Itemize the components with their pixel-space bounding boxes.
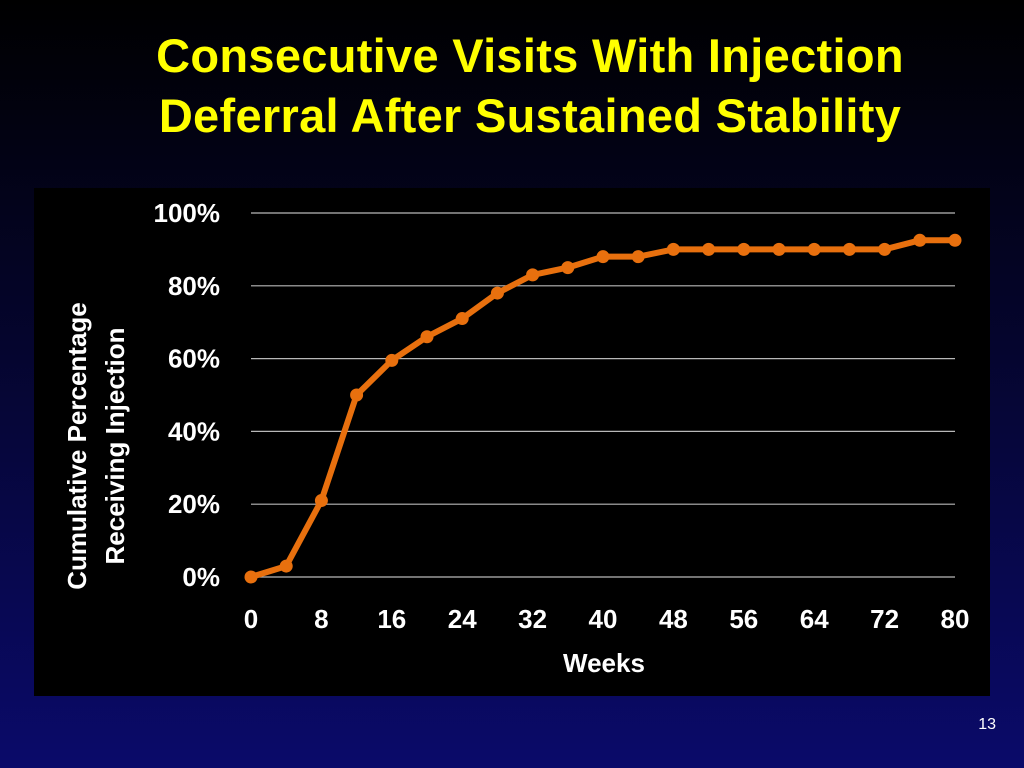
data-point bbox=[244, 570, 258, 584]
data-point bbox=[490, 286, 504, 300]
data-points bbox=[244, 233, 962, 584]
data-point bbox=[913, 233, 927, 247]
data-point bbox=[314, 494, 328, 508]
series-line bbox=[248, 237, 958, 580]
data-point bbox=[878, 242, 892, 256]
x-tick-label: 8 bbox=[314, 604, 328, 634]
slide-title-line1: Consecutive Visits With Injection bbox=[156, 29, 904, 82]
x-tick-labels: 0 8 16 24 32 40 48 56 64 72 80 bbox=[244, 604, 970, 634]
data-point bbox=[737, 242, 751, 256]
data-point bbox=[948, 233, 962, 247]
data-point bbox=[596, 250, 610, 264]
data-point bbox=[420, 330, 434, 344]
data-point bbox=[702, 242, 716, 256]
y-tick-label: 60% bbox=[168, 344, 220, 374]
x-tick-label: 80 bbox=[941, 604, 970, 634]
slide-title-line2: Deferral After Sustained Stability bbox=[158, 89, 902, 142]
x-tick-label: 16 bbox=[377, 604, 406, 634]
data-point bbox=[385, 353, 399, 367]
page-number: 13 bbox=[978, 716, 996, 733]
y-tick-label: 80% bbox=[168, 271, 220, 301]
data-point bbox=[561, 261, 575, 275]
data-point bbox=[842, 242, 856, 256]
series-line-path bbox=[248, 237, 958, 580]
x-tick-label: 24 bbox=[448, 604, 477, 634]
y-tick-label: 40% bbox=[168, 416, 220, 446]
data-point bbox=[279, 559, 293, 573]
data-point bbox=[772, 242, 786, 256]
grid-lines bbox=[251, 212, 955, 578]
y-axis-label-line1: Cumulative Percentage bbox=[62, 302, 92, 590]
data-point bbox=[631, 250, 645, 264]
line-chart: 0%20%40%60%80%100% 0 8 16 24 32 40 48 56 64 72 80 … bbox=[62, 198, 970, 678]
x-tick-label: 64 bbox=[800, 604, 829, 634]
x-tick-label: 72 bbox=[870, 604, 899, 634]
x-tick-label: 0 bbox=[244, 604, 258, 634]
x-tick-label: 48 bbox=[659, 604, 688, 634]
y-axis-label-line2: Receiving Injection bbox=[100, 328, 130, 565]
y-tick-labels: 0% 20% 40% 60% 80% 100% bbox=[154, 198, 221, 592]
data-point bbox=[666, 242, 680, 256]
y-tick-label: 20% bbox=[168, 489, 220, 519]
data-point bbox=[455, 312, 469, 326]
data-point bbox=[526, 268, 540, 282]
x-tick-label: 56 bbox=[729, 604, 758, 634]
x-tick-label: 32 bbox=[518, 604, 547, 634]
data-point bbox=[807, 242, 821, 256]
slide-title: Consecutive Visits With Injection Deferr… bbox=[60, 26, 1000, 146]
x-axis-label: Weeks bbox=[563, 648, 645, 678]
y-tick-label: 0% bbox=[182, 562, 220, 592]
y-tick-label: 100% bbox=[154, 198, 221, 228]
data-point bbox=[350, 388, 364, 402]
x-tick-label: 40 bbox=[589, 604, 618, 634]
chart-panel: 0% 20% 40% 60% 80% 100% 0 8 16 24 32 40 48 56 64 72 80 … bbox=[34, 188, 990, 696]
